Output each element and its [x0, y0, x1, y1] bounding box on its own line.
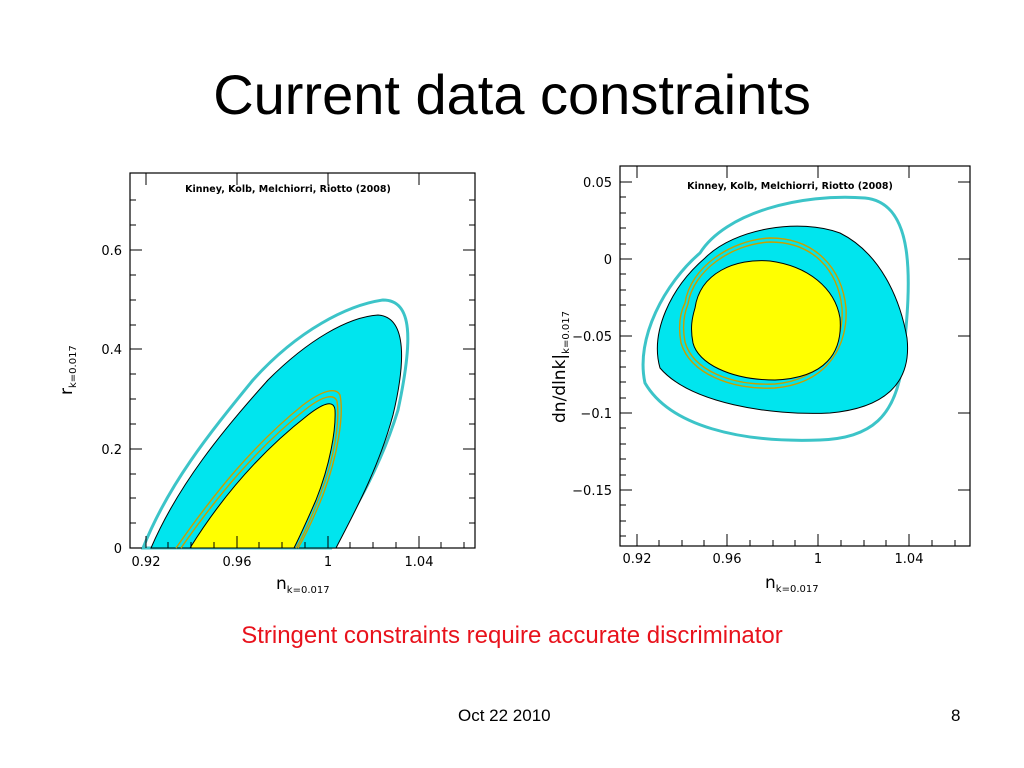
figure-credit: Kinney, Kolb, Melchiorri, Riotto (2008) [687, 181, 893, 192]
y-axis-label: rk=0.017 [57, 345, 79, 395]
y-tick-label: −0.15 [572, 484, 612, 499]
y-tick-label: 0 [114, 542, 122, 557]
contour-1sigma-outer [678, 237, 847, 389]
x-tick-label: 1.04 [895, 552, 924, 567]
x-axis-label: nk=0.017 [765, 573, 819, 595]
y-tick-label: 0 [604, 253, 612, 268]
plot-r-vs-n: 0.92 0.96 1 1.04 0 0.2 0.4 0.6 Kinney, K… [57, 172, 476, 596]
contour-2sigma-fill [150, 314, 403, 549]
y-ticks [620, 181, 970, 537]
contour-1sigma-fill [189, 403, 336, 549]
x-ticks [636, 166, 956, 546]
x-tick-label: 0.96 [713, 552, 742, 567]
page-number: 8 [951, 706, 961, 725]
contour-2sigma-outer [140, 298, 410, 550]
y-axis-label: dn/dlnk|k=0.017 [550, 311, 572, 423]
contour-1sigma-outer-2 [180, 396, 339, 549]
x-axis-label-sub: k=0.017 [287, 585, 330, 596]
x-tick-label: 1.04 [405, 555, 434, 570]
slide-title: Current data constraints [213, 63, 811, 126]
x-axis-label-sub: k=0.017 [776, 584, 819, 595]
y-tick-label: 0.6 [101, 244, 122, 259]
y-tick-label: −0.1 [580, 407, 612, 422]
y-axis-label-sub: k=0.017 [561, 311, 572, 354]
x-tick-label: 0.92 [132, 555, 161, 570]
x-ticks [145, 173, 465, 548]
contour-1sigma-fill [691, 260, 841, 381]
plot-running-vs-n: 0.92 0.96 1 1.04 0.05 0 −0.05 −0.1 −0.15… [550, 165, 971, 595]
y-tick-label: 0.4 [101, 343, 122, 358]
x-tick-label: 0.96 [223, 555, 252, 570]
slide-caption: Stringent constraints require accurate d… [241, 622, 783, 649]
y-tick-label: 0.05 [583, 176, 612, 191]
x-axis-label-main: n [276, 574, 287, 594]
contour-2sigma-outer [641, 195, 910, 442]
x-tick-label: 0.92 [623, 552, 652, 567]
x-axis-label-main: n [765, 573, 776, 593]
footer-date: Oct 22 2010 [458, 706, 551, 725]
y-axis-label-main: dn/dlnk| [550, 354, 570, 423]
y-axis-label-main: r [57, 388, 77, 395]
x-tick-label: 1 [324, 555, 332, 570]
y-axis-label-sub: k=0.017 [68, 345, 79, 388]
y-tick-label: 0.2 [101, 443, 122, 458]
x-axis-label: nk=0.017 [276, 574, 330, 596]
contour-1sigma-outer [175, 389, 342, 549]
y-tick-label: −0.05 [572, 330, 612, 345]
y-ticks [130, 199, 475, 549]
figure-credit: Kinney, Kolb, Melchiorri, Riotto (2008) [185, 184, 391, 195]
x-tick-label: 1 [814, 552, 822, 567]
